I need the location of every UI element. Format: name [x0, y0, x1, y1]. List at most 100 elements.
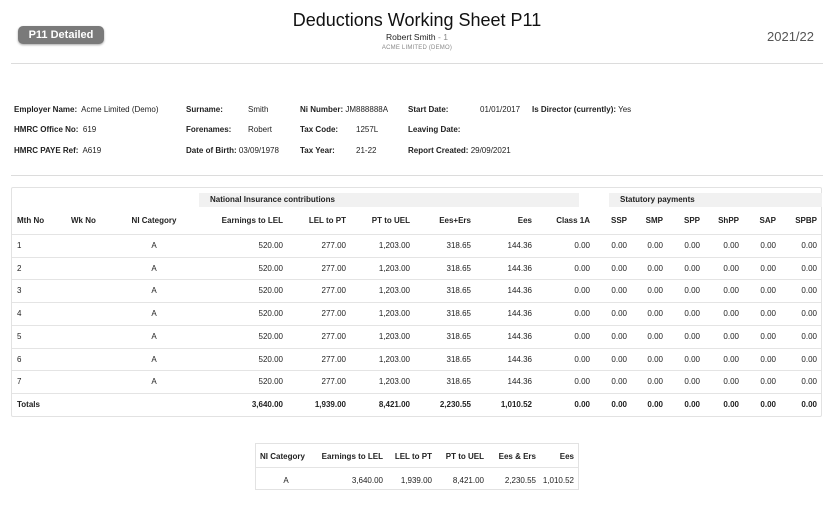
- cell-ssp: 0.00: [611, 309, 627, 319]
- cell-spbp: 0.00: [801, 377, 817, 387]
- cell-ssp: 0.00: [611, 286, 627, 296]
- col-header-spbp: SPBP: [795, 216, 817, 225]
- company-name: ACME LIMITED (DEMO): [381, 45, 453, 51]
- report-created-row: Report Created: 29/09/2021: [408, 146, 511, 155]
- cell-smp: 0.00: [647, 286, 663, 296]
- cell-mth-no: 7: [17, 377, 22, 387]
- cell-ees-ers: 318.65: [446, 309, 471, 319]
- summary-col-ees: Ees: [559, 452, 574, 461]
- cell-spbp: 0.00: [801, 309, 817, 319]
- summary-col-lel-to-pt: LEL to PT: [394, 452, 432, 461]
- cell-mth-no: 2: [17, 263, 22, 273]
- cell-spbp: 0.00: [801, 331, 817, 341]
- tax-year-value: 21-22: [356, 146, 377, 155]
- cell-pt-to-uel: 1,203.00: [378, 286, 410, 296]
- summary-col-earnings-to-lel: Earnings to LEL: [321, 452, 383, 461]
- cell-mth-no: 5: [17, 331, 22, 341]
- col-header-ni-category: NI Category: [131, 216, 177, 225]
- col-header-wk-no: Wk No: [71, 216, 96, 225]
- cell-earnings-to-lel: 520.00: [258, 331, 283, 341]
- cell-spp: 0.00: [684, 309, 700, 319]
- cell-smp: 0.00: [647, 241, 663, 250]
- tax-code-value: 1257L: [356, 125, 379, 134]
- cell-smp: 0.00: [647, 354, 663, 364]
- cell-ssp: 0.00: [611, 241, 627, 250]
- cell-shpp: 0.00: [723, 241, 739, 250]
- surname-value: Smith: [248, 105, 269, 114]
- row-divider: [12, 256, 821, 258]
- cell-mth-no: 4: [17, 309, 22, 319]
- col-header-class-1a: Class 1A: [556, 216, 590, 225]
- total-lel-to-pt: 1,939.00: [314, 399, 346, 409]
- total-ees: 1,010.52: [500, 399, 532, 409]
- cell-ni-category: A: [151, 241, 157, 250]
- cell-spp: 0.00: [684, 241, 700, 250]
- cell-pt-to-uel: 1,203.00: [378, 377, 410, 387]
- director-row: Is Director (currently): Yes: [532, 105, 632, 114]
- cell-class-1a: 0.00: [574, 331, 590, 341]
- cell-spbp: 0.00: [801, 354, 817, 364]
- col-header-sap: SAP: [759, 216, 776, 225]
- cell-ees-ers: 318.65: [446, 331, 471, 341]
- cell-earnings-to-lel: 520.00: [258, 377, 283, 387]
- total-spbp: 0.00: [801, 399, 817, 409]
- row-divider: [12, 370, 821, 372]
- cell-earnings-to-lel: 520.00: [258, 354, 283, 364]
- employee-separator: -: [435, 32, 444, 42]
- cell-spp: 0.00: [684, 263, 700, 273]
- cell-ni-category: A: [151, 309, 157, 319]
- tax-year-label-info: Tax Year:: [300, 146, 335, 155]
- summary-cell-lel-to-pt: 1,939.00: [400, 476, 432, 485]
- cell-mth-no: 1: [17, 241, 22, 250]
- col-header-shpp: ShPP: [718, 216, 739, 225]
- cell-shpp: 0.00: [723, 286, 739, 296]
- col-header-ees-ers: Ees+Ers: [439, 216, 471, 225]
- total-ssp: 0.00: [611, 399, 627, 409]
- p11-table: National Insurance contributions Statuto…: [11, 187, 822, 417]
- total-smp: 0.00: [647, 399, 663, 409]
- cell-mth-no: 6: [17, 354, 22, 364]
- cell-smp: 0.00: [647, 377, 663, 387]
- row-divider: [12, 302, 821, 304]
- cell-shpp: 0.00: [723, 263, 739, 273]
- report-type-badge: P11 Detailed: [18, 26, 104, 44]
- cell-shpp: 0.00: [723, 354, 739, 364]
- cell-ni-category: A: [151, 377, 157, 387]
- col-header-ssp: SSP: [610, 216, 627, 225]
- col-header-earnings-to-lel: Earnings to LEL: [221, 216, 283, 225]
- summary-cell-earnings-to-lel: 3,640.00: [351, 476, 383, 485]
- cell-pt-to-uel: 1,203.00: [378, 241, 410, 250]
- tax-year-label: 2021/22: [767, 29, 814, 44]
- cell-lel-to-pt: 277.00: [321, 241, 346, 250]
- info-divider: [11, 175, 823, 176]
- total-pt-to-uel: 8,421.00: [378, 399, 410, 409]
- surname-label: Surname:: [186, 105, 223, 114]
- hmrc-office-row: HMRC Office No: 619: [14, 125, 97, 134]
- col-header-smp: SMP: [645, 216, 663, 225]
- col-header-lel-to-pt: LEL to PT: [308, 216, 346, 225]
- cell-pt-to-uel: 1,203.00: [378, 309, 410, 319]
- forenames-label: Forenames:: [186, 125, 232, 134]
- total-earnings-to-lel: 3,640.00: [251, 399, 283, 409]
- cell-sap: 0.00: [760, 354, 776, 364]
- cell-spp: 0.00: [684, 354, 700, 364]
- cell-shpp: 0.00: [723, 377, 739, 387]
- cell-earnings-to-lel: 520.00: [258, 309, 283, 319]
- cell-ssp: 0.00: [611, 377, 627, 387]
- cell-spp: 0.00: [684, 286, 700, 296]
- row-divider: [12, 234, 821, 235]
- cell-ni-category: A: [151, 286, 157, 296]
- statutory-payments-group: Statutory payments: [609, 193, 822, 207]
- cell-ssp: 0.00: [611, 263, 627, 273]
- cell-shpp: 0.00: [723, 331, 739, 341]
- cell-ees-ers: 318.65: [446, 377, 471, 387]
- cell-lel-to-pt: 277.00: [321, 377, 346, 387]
- total-ees-ers: 2,230.55: [439, 399, 471, 409]
- cell-shpp: 0.00: [723, 309, 739, 319]
- row-divider: [12, 279, 821, 281]
- employee-name: Robert Smith: [386, 32, 436, 42]
- cell-class-1a: 0.00: [574, 377, 590, 387]
- cell-spbp: 0.00: [801, 241, 817, 250]
- employer-name-row: Employer Name: Acme Limited (Demo): [14, 105, 159, 114]
- cell-earnings-to-lel: 520.00: [258, 241, 283, 250]
